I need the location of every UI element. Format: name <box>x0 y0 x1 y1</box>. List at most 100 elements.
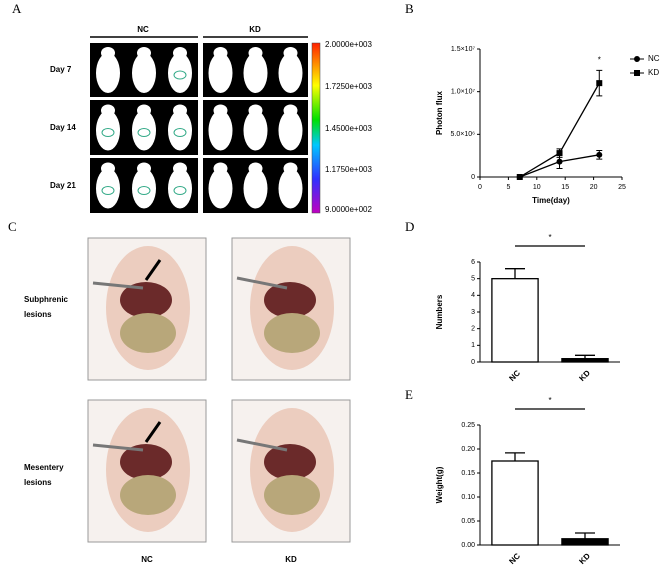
x-tick-label: KD <box>577 551 592 566</box>
mouse <box>243 53 268 93</box>
panel-label: E <box>405 387 413 402</box>
x-tick-label: 20 <box>590 184 598 191</box>
mouse-head <box>283 104 298 117</box>
mouse <box>243 110 268 151</box>
y-tick-label: 1.0×10⁷ <box>451 89 476 96</box>
mouse <box>278 53 303 93</box>
mouse <box>96 110 120 151</box>
mouse <box>168 53 192 93</box>
error-bar <box>505 452 525 461</box>
y-tick-label: 1.5×10⁷ <box>451 46 476 53</box>
mouse-head <box>213 162 228 175</box>
mouse-head <box>137 162 151 175</box>
mouse <box>132 110 156 151</box>
y-tick-label: 0 <box>471 359 475 366</box>
y-axis-label: Weight(g) <box>435 466 444 503</box>
colorbar-label: 1.4500e+003 <box>325 124 372 133</box>
significance-label: * <box>548 233 551 242</box>
x-axis-label: Time(day) <box>532 196 570 205</box>
mouse-head <box>101 162 115 175</box>
mouse <box>278 110 303 151</box>
imaging-grid <box>90 43 308 213</box>
legend-marker <box>634 70 640 76</box>
x-tick-label: NC <box>507 551 522 566</box>
organs <box>264 282 316 318</box>
mouse <box>243 168 268 209</box>
mouse <box>208 53 233 93</box>
bar <box>561 358 609 363</box>
column-label: KD <box>249 25 261 34</box>
signal <box>101 128 115 137</box>
signal <box>173 186 187 195</box>
mouse-head <box>248 162 263 175</box>
y-tick-label: 5.0×10⁶ <box>451 131 476 138</box>
colorbar-label: 2.0000e+003 <box>325 40 372 49</box>
legend-label: NC <box>648 54 660 63</box>
mouse-head <box>213 104 228 117</box>
mouse-head <box>101 104 115 117</box>
mouse <box>96 53 120 93</box>
row-label: Mesentery <box>24 463 64 472</box>
legend-label: KD <box>648 68 659 77</box>
row-label: Subphrenic <box>24 295 69 304</box>
colorbar-label: 1.1750e+003 <box>325 165 372 174</box>
significance-label: * <box>548 396 551 405</box>
intestine <box>120 475 176 515</box>
x-tick-label: NC <box>507 368 522 383</box>
forceps <box>92 443 144 452</box>
panel-label: C <box>8 219 17 234</box>
intestine <box>264 313 320 353</box>
bar <box>561 538 609 546</box>
colorbar <box>311 42 321 214</box>
signal <box>137 128 151 137</box>
intestine <box>120 313 176 353</box>
mouse <box>132 168 156 209</box>
error-bar <box>575 532 595 539</box>
y-axis-label: Photon flux <box>435 90 444 135</box>
x-tick-label: 15 <box>561 184 569 191</box>
signal <box>173 70 187 80</box>
marker <box>596 80 603 87</box>
x-tick-label: 10 <box>533 184 541 191</box>
organs <box>120 444 172 480</box>
organs <box>264 444 316 480</box>
row-label: Day 7 <box>50 65 72 74</box>
mouse-head <box>283 47 298 59</box>
forceps <box>236 438 288 452</box>
legend-marker <box>634 56 640 62</box>
y-tick-label: 0.15 <box>461 470 475 477</box>
marker <box>556 158 563 165</box>
column-label: NC <box>137 25 149 34</box>
x-tick-label: 25 <box>618 184 626 191</box>
arrow <box>144 421 162 443</box>
panel-label: D <box>405 219 414 234</box>
mouse <box>96 168 120 209</box>
mouse <box>278 168 303 209</box>
column-label: KD <box>285 555 297 564</box>
y-tick-label: 0 <box>471 174 475 181</box>
mouse <box>168 168 192 209</box>
mouse-head <box>248 104 263 117</box>
mouse-head <box>173 47 187 59</box>
mouse-head <box>213 47 228 59</box>
forceps <box>236 276 288 290</box>
y-tick-label: 3 <box>471 309 475 316</box>
forceps <box>92 281 144 290</box>
error-bar <box>505 268 525 279</box>
mouse <box>168 110 192 151</box>
colorbar-label: 1.7250e+003 <box>325 82 372 91</box>
marker <box>556 150 563 157</box>
mouse-head <box>248 47 263 59</box>
signal <box>101 186 115 195</box>
y-tick-label: 0.20 <box>461 446 475 453</box>
mouse <box>208 168 233 209</box>
y-tick-label: 0.00 <box>461 542 475 549</box>
y-tick-label: 4 <box>471 292 475 299</box>
colorbar-label: 9.0000e+002 <box>325 205 372 214</box>
panel-label: A <box>12 1 22 16</box>
mouse-head <box>137 47 151 59</box>
y-tick-label: 2 <box>471 326 475 333</box>
arrow <box>144 259 162 281</box>
organs <box>120 282 172 318</box>
row-label: Day 14 <box>50 123 76 132</box>
